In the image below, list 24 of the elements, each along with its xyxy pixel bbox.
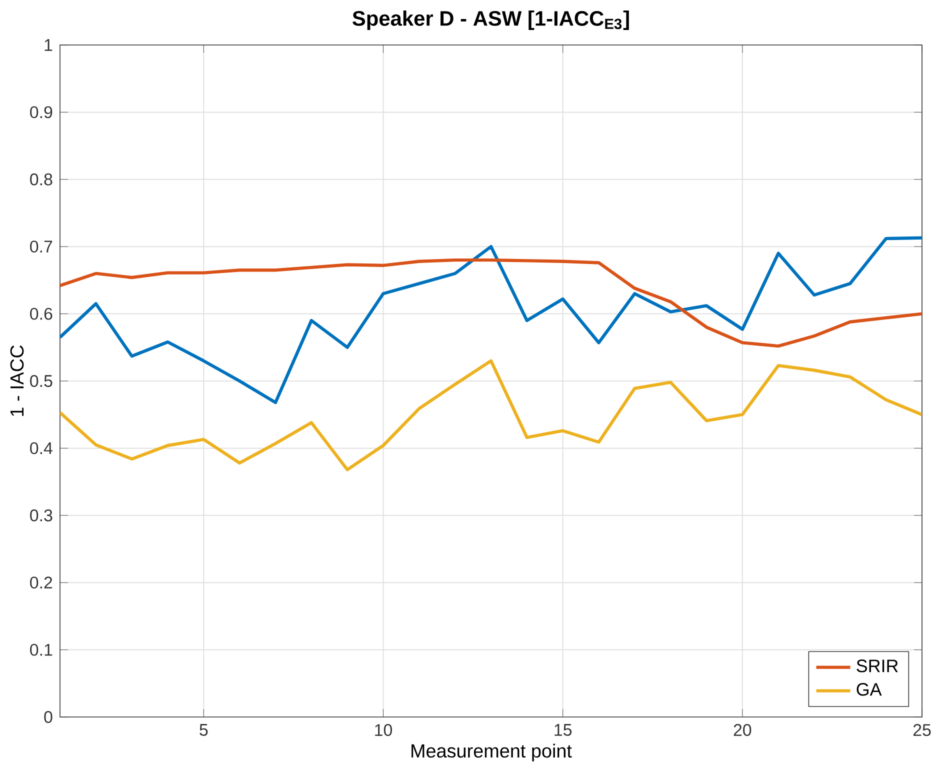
y-axis-title: 1 - IACC [10,345,24,416]
x-tick-label: 25 [913,724,931,736]
x-tick-label: 10 [375,724,392,736]
legend-label: SRIR [856,660,898,672]
y-tick-label: 1 [44,39,52,51]
y-tick-label: 0.6 [30,308,52,320]
y-tick-label: 0.5 [30,375,52,387]
y-tick-label: 0.8 [30,173,52,186]
y-tick-label: 0.9 [30,106,52,118]
chart-title: Speaker D - ASW [1-IACC$_{E3}$] [352,10,629,30]
y-tick-label: 0.3 [30,509,52,522]
x-tick-label: 20 [734,724,752,736]
y-tick-label: 0.4 [30,442,52,454]
line-series [60,359,922,472]
y-tick-label: 0.7 [30,240,52,253]
line-series [60,236,922,404]
legend-label: GA [856,683,882,696]
x-tick-label: 15 [554,724,572,736]
y-tick-label: 0.2 [30,576,52,589]
y-tick-label: 0 [44,711,52,723]
line-series [60,258,922,348]
y-tick-label: 0.1 [30,644,52,656]
x-axis-title: Measurement point [412,744,572,762]
x-tick-label: 5 [200,724,208,736]
